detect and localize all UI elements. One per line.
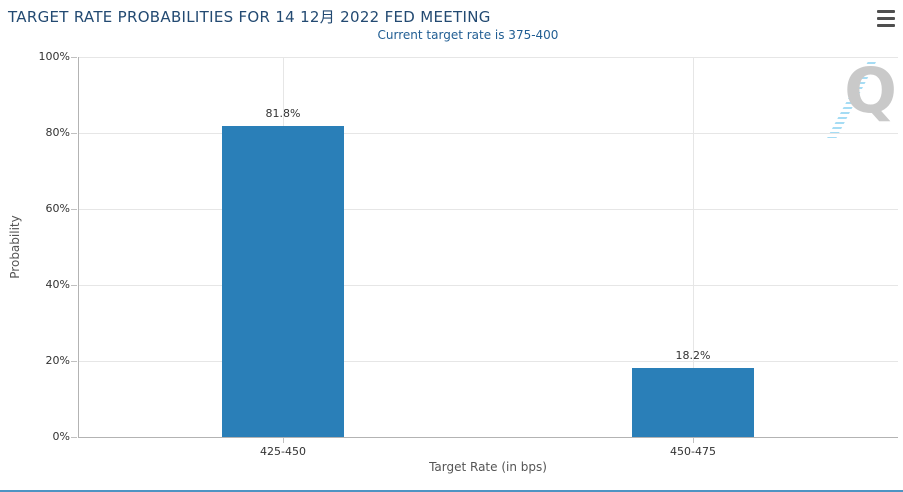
y-axis-tick-label: 40%: [45, 278, 70, 291]
chart-subtitle: Current target rate is 375-400: [377, 28, 559, 42]
x-axis-tick: [693, 438, 694, 443]
y-gridline: [78, 133, 898, 134]
q-logo-icon: Q: [844, 54, 897, 127]
y-axis-tick: [71, 209, 77, 210]
x-axis-line: [78, 437, 898, 438]
y-gridline: [78, 57, 898, 58]
bar-value-label: 81.8%: [265, 107, 301, 120]
y-axis-tick: [71, 133, 77, 134]
y-axis-tick: [71, 361, 77, 362]
y-axis-tick-label: 100%: [38, 50, 70, 63]
y-axis-title: Probability: [8, 215, 22, 279]
x-axis-tick-label: 450-475: [670, 445, 716, 458]
quandl-logo-watermark: Q: [824, 58, 903, 140]
x-gridline: [693, 57, 694, 437]
x-axis-tick: [283, 438, 284, 443]
x-axis-tick-label: 425-450: [260, 445, 306, 458]
x-axis-title: Target Rate (in bps): [429, 460, 547, 474]
y-gridline: [78, 361, 898, 362]
bottom-accent-line: [0, 490, 903, 492]
y-axis-tick-label: 20%: [45, 354, 70, 367]
y-axis-tick: [71, 57, 77, 58]
y-axis-tick-label: 0%: [52, 430, 70, 443]
y-axis-line: [78, 57, 79, 437]
y-axis-tick: [71, 285, 77, 286]
bar-value-label: 18.2%: [675, 349, 711, 362]
bar-425-450[interactable]: [222, 126, 344, 437]
bar-450-475[interactable]: [632, 368, 754, 437]
y-gridline: [78, 285, 898, 286]
chart-title: TARGET RATE PROBABILITIES FOR 14 12月 202…: [8, 8, 491, 26]
y-axis-tick-label: 80%: [45, 126, 70, 139]
y-gridline: [78, 209, 898, 210]
y-axis-tick: [71, 437, 77, 438]
y-axis-tick-label: 60%: [45, 202, 70, 215]
hamburger-menu-icon[interactable]: [877, 10, 895, 28]
